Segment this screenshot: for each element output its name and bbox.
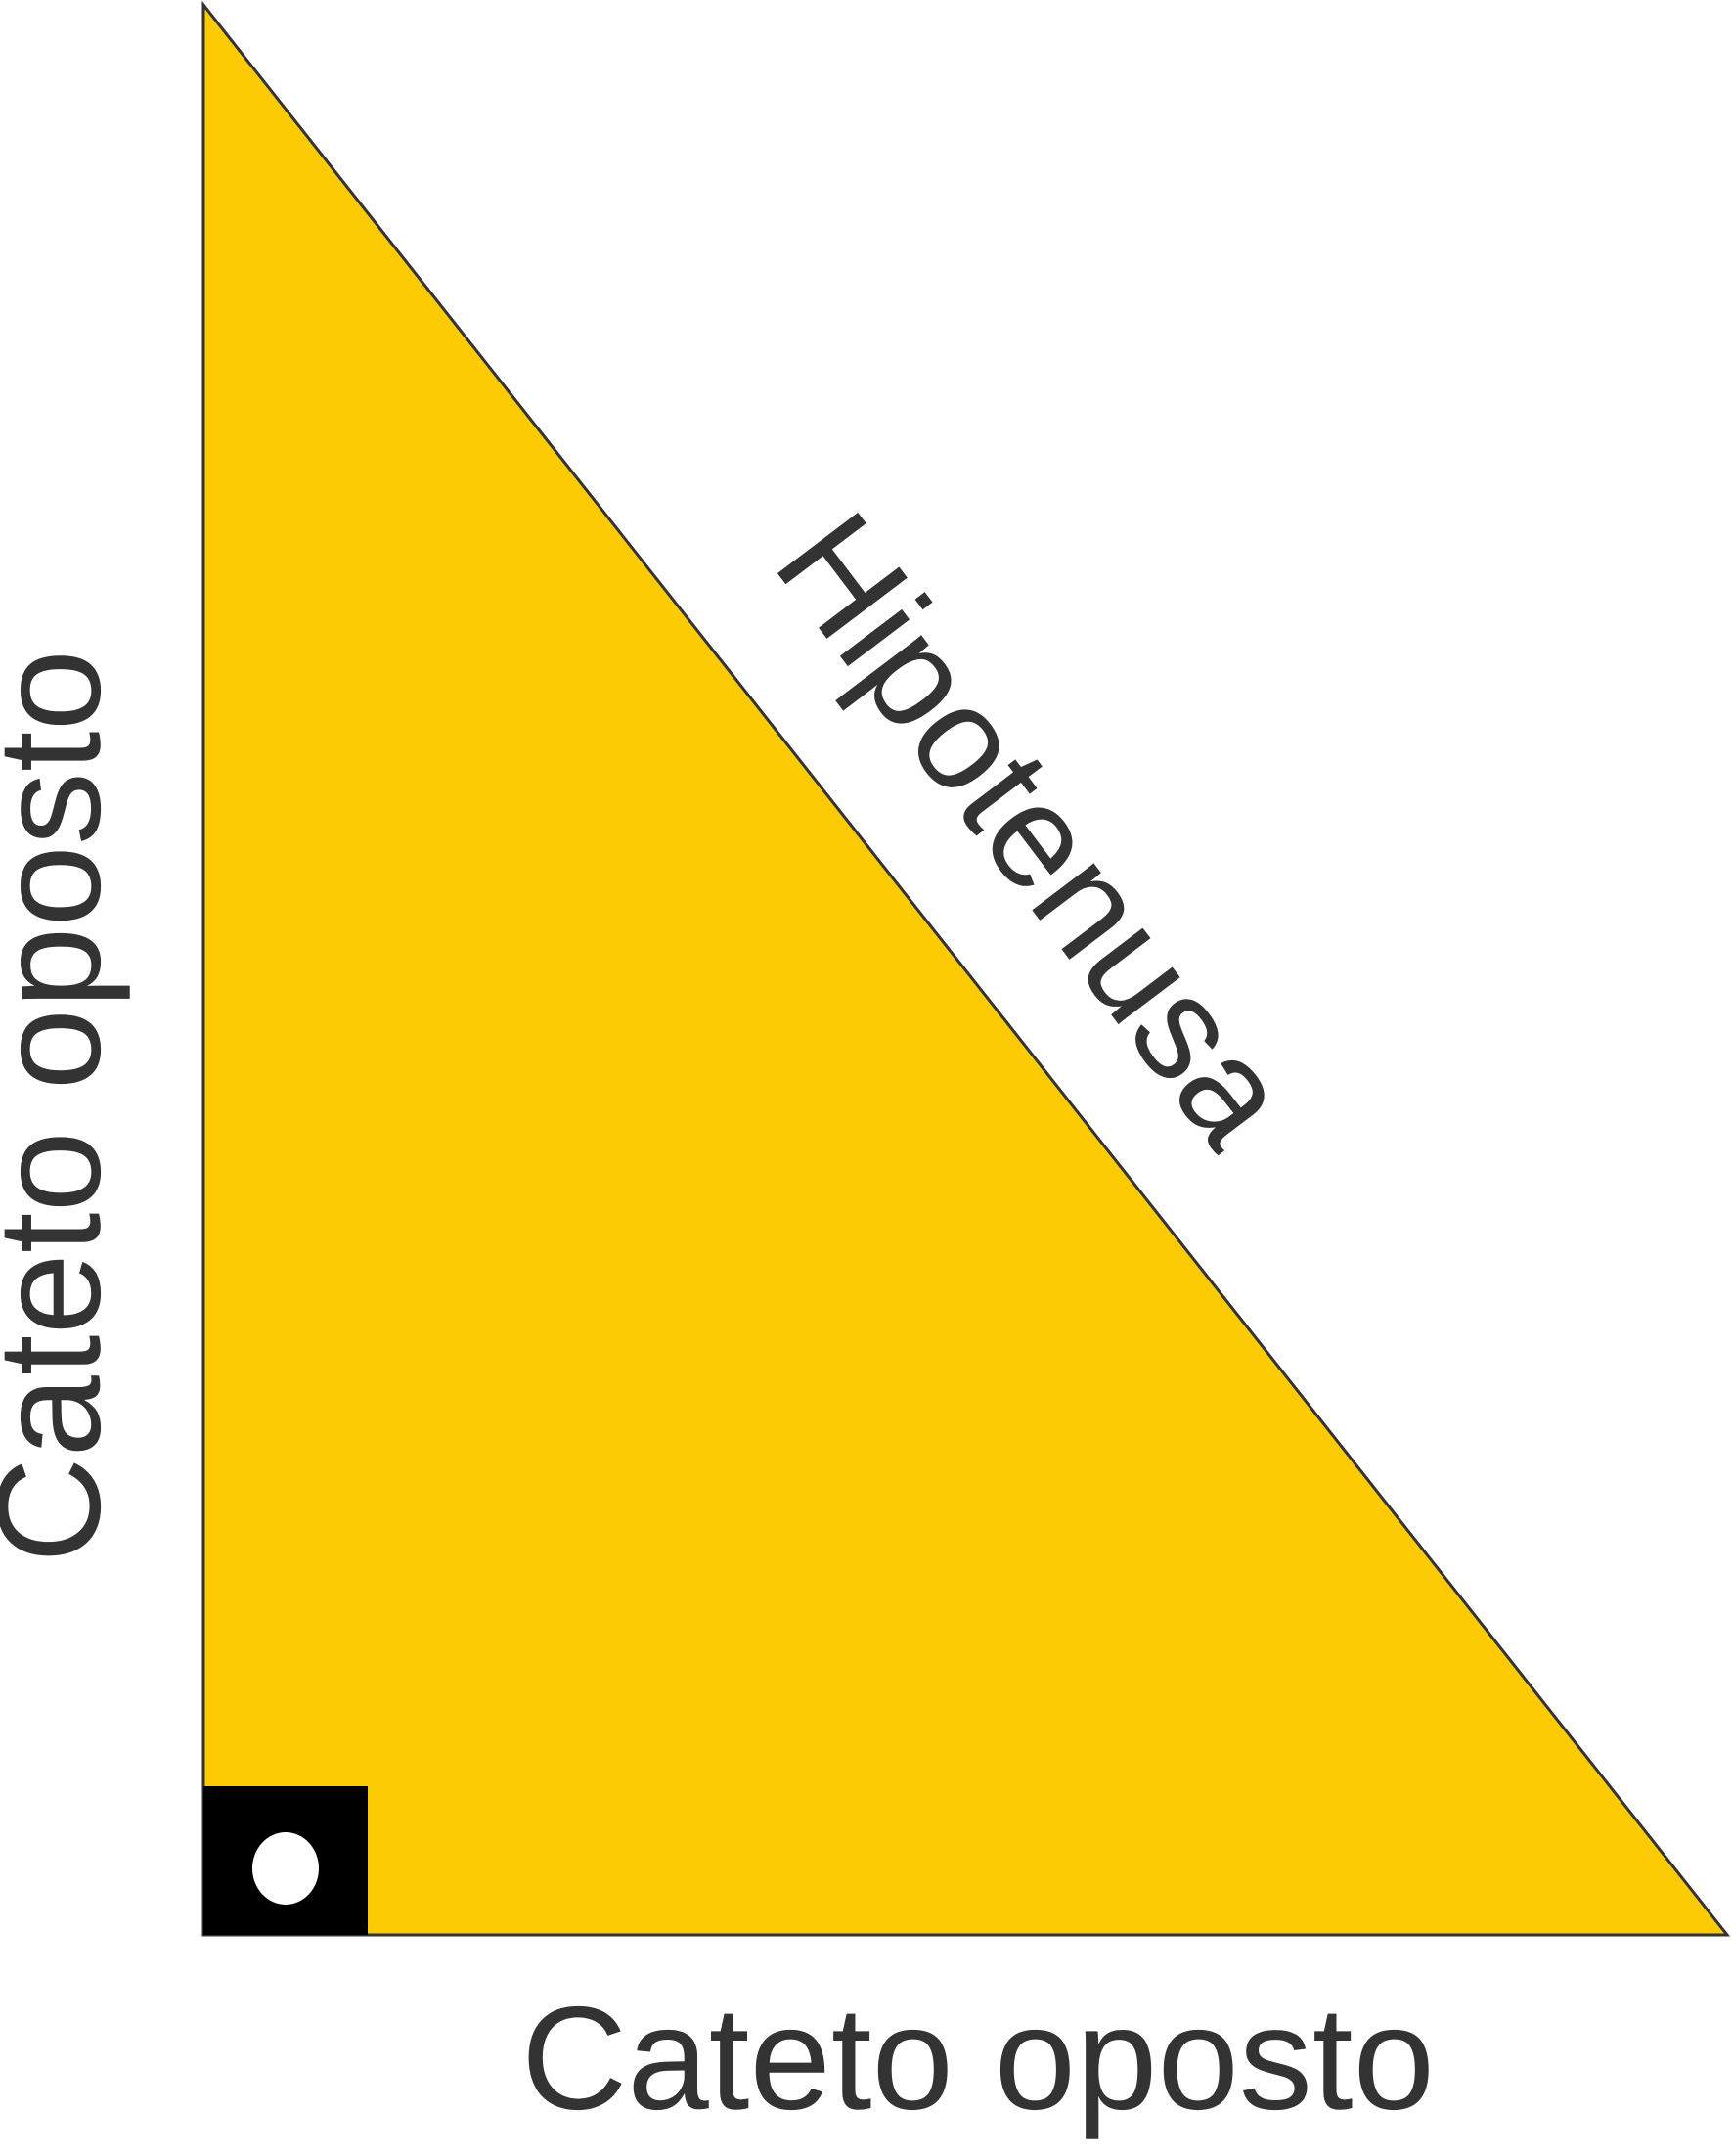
vertical-leg-label: Cateto oposto — [0, 650, 131, 1563]
right-triangle — [201, 0, 1731, 1937]
horizontal-leg-label: Cateto oposto — [521, 1976, 1435, 2140]
right-angle-dot — [252, 1832, 319, 1905]
